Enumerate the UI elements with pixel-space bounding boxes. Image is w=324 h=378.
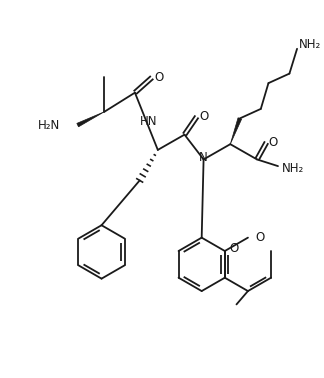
Text: O: O <box>154 71 163 84</box>
Text: HN: HN <box>140 115 157 128</box>
Polygon shape <box>77 112 104 127</box>
Text: NH₂: NH₂ <box>282 161 304 175</box>
Polygon shape <box>230 118 242 144</box>
Text: O: O <box>199 110 208 123</box>
Text: N: N <box>199 151 208 164</box>
Text: O: O <box>256 231 265 244</box>
Text: O: O <box>269 136 278 149</box>
Text: NH₂: NH₂ <box>299 39 321 51</box>
Text: H₂N: H₂N <box>38 119 61 132</box>
Text: O: O <box>230 242 239 255</box>
